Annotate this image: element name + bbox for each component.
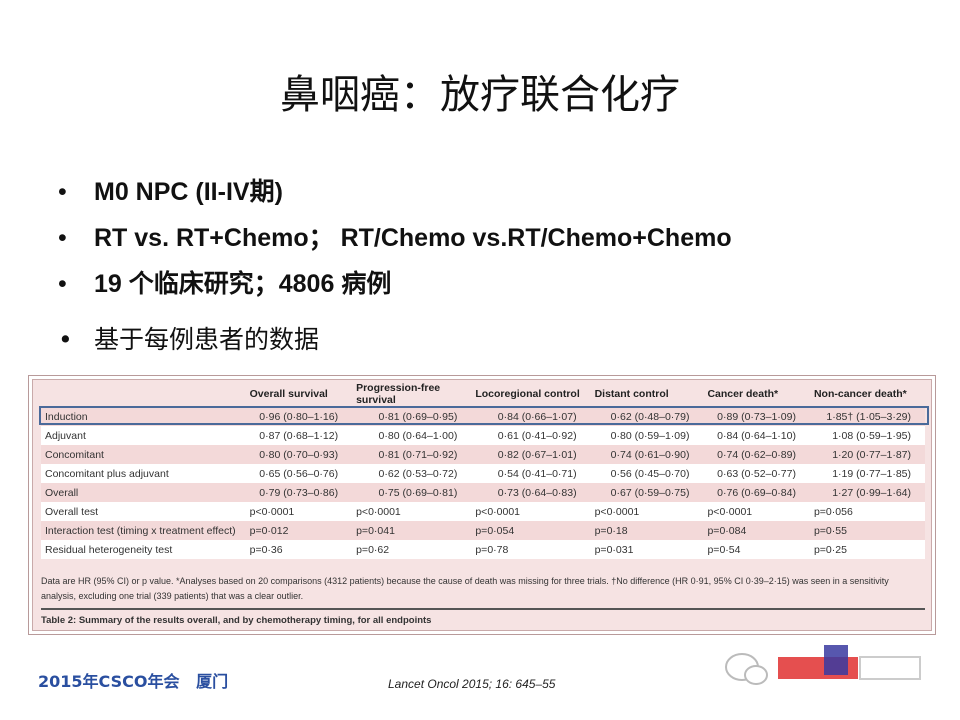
table-row: Residual heterogeneity test p=0·36 p=0·62 p… [41, 540, 925, 559]
row-label: Overall test [41, 502, 246, 521]
table-cell: 0·80 (0·70–0·93) [245, 445, 353, 464]
bullet-icon: • [58, 270, 67, 298]
table-cell: 0·61 (0·41–0·92) [471, 426, 591, 445]
bullet-icon: • [58, 325, 73, 354]
table-cell: 1·20 (0·77–1·87) [809, 445, 925, 464]
bullet-item: • RT vs. RT+Chemo； RT/Chemo vs.RT/Chemo+C… [58, 218, 732, 264]
bullet-item: • 19 个临床研究；4806 病例 [58, 264, 732, 310]
row-label: Concomitant plus adjuvant [41, 464, 246, 483]
results-table-figure: Overall survival Progression-free surviva… [28, 375, 936, 635]
bullet-text: M0 NPC (II-IV期) [94, 178, 283, 206]
table-cell: 1·19 (0·77–1·85) [809, 464, 925, 483]
table-cell: 0·87 (0·68–1·12) [245, 426, 353, 445]
row-label: Overall [41, 483, 246, 502]
table-cell: p=0·056 [809, 502, 925, 521]
bullet-text: RT vs. RT+Chemo； RT/Chemo vs.RT/Chemo+Ch… [94, 224, 732, 252]
table-cell: 0·74 (0·62–0·89) [703, 445, 810, 464]
table-cell: 0·56 (0·45–0·70) [590, 464, 704, 483]
bullet-icon: • [58, 224, 67, 252]
wechat-icon [725, 645, 921, 685]
table-cell: 1·08 (0·59–1·95) [809, 426, 925, 445]
table-cell: 0·67 (0·59–0·75) [590, 483, 704, 502]
column-header: Overall survival [245, 382, 353, 407]
bullet-text: 基于每例患者的数据 [94, 325, 320, 354]
column-header: Locoregional control [471, 382, 591, 407]
table-cell: p=0·62 [352, 540, 472, 559]
table-cell: p=0·054 [471, 521, 591, 540]
column-header: Distant control [590, 382, 704, 407]
table-row: Interaction test (timing x treatment eff… [41, 521, 925, 540]
column-header [41, 382, 246, 407]
row-label: Concomitant [41, 445, 246, 464]
row-label: Residual heterogeneity test [41, 540, 246, 559]
table-cell: p<0·0001 [703, 502, 810, 521]
table-cell: 0·76 (0·69–0·84) [703, 483, 810, 502]
table-cell: 1·85† (1·05–3·29) [809, 406, 925, 426]
table-cell: 0·74 (0·61–0·90) [590, 445, 704, 464]
watermark-logo [720, 645, 940, 695]
table-cell: 0·62 (0·48–0·79) [590, 406, 704, 426]
table-cell: p=0·25 [809, 540, 925, 559]
bullet-text: 19 个临床研究；4806 病例 [94, 270, 392, 298]
bullet-list: • M0 NPC (II-IV期) • RT vs. RT+Chemo； RT/Ch… [58, 172, 732, 362]
table-cell: p=0·031 [590, 540, 704, 559]
table-cell: 0·80 (0·59–1·09) [590, 426, 704, 445]
table-row: Overall 0·79 (0·73–0·86) 0·75 (0·69–0·81) 0… [41, 483, 925, 502]
row-label: Induction [41, 406, 246, 426]
table-row: Induction 0·96 (0·80–1·16) 0·81 (0·69–0·95… [41, 406, 925, 426]
table-cell: 0·84 (0·64–1·10) [703, 426, 810, 445]
bullet-item: • M0 NPC (II-IV期) [58, 172, 732, 218]
table-row: Concomitant 0·80 (0·70–0·93) 0·81 (0·71–0·… [41, 445, 925, 464]
table-cell: p<0·0001 [245, 502, 353, 521]
row-label: Interaction test (timing x treatment eff… [41, 521, 246, 540]
table-cell: p=0·084 [703, 521, 810, 540]
column-header: Cancer death* [703, 382, 810, 407]
table-cell: 0·65 (0·56–0·76) [245, 464, 353, 483]
table-cell: 0·62 (0·53–0·72) [352, 464, 472, 483]
results-table: Overall survival Progression-free surviva… [41, 382, 925, 559]
row-label: Adjuvant [41, 426, 246, 445]
table-cell: 0·84 (0·66–1·07) [471, 406, 591, 426]
table-cell: p=0·041 [352, 521, 472, 540]
table-cell: 0·96 (0·80–1·16) [245, 406, 353, 426]
table-row: Concomitant plus adjuvant 0·65 (0·56–0·76… [41, 464, 925, 483]
table-cell: 0·82 (0·67–1·01) [471, 445, 591, 464]
column-header: Non-cancer death* [809, 382, 925, 407]
table-cell: 0·73 (0·64–0·83) [471, 483, 591, 502]
table-cell: 0·75 (0·69–0·81) [352, 483, 472, 502]
table-caption: Table 2: Summary of the results overall,… [41, 608, 925, 626]
table-cell: 1·27 (0·99–1·64) [809, 483, 925, 502]
bullet-item: • 基于每例患者的数据 [58, 310, 732, 362]
table-cell: p<0·0001 [352, 502, 472, 521]
table-cell: p<0·0001 [590, 502, 704, 521]
citation: Lancet Oncol 2015; 16: 645–55 [388, 677, 556, 691]
table-cell: 0·79 (0·73–0·86) [245, 483, 353, 502]
table-row: Adjuvant 0·87 (0·68–1·12) 0·80 (0·64–1·00)… [41, 426, 925, 445]
table-cell: 0·81 (0·71–0·92) [352, 445, 472, 464]
bullet-icon: • [58, 178, 67, 206]
slide-title: 鼻咽癌：放疗联合化疗 [280, 72, 680, 118]
table-cell: p=0·54 [703, 540, 810, 559]
table-cell: 0·54 (0·41–0·71) [471, 464, 591, 483]
column-header: Progression-free survival [352, 382, 472, 407]
table-cell: p=0·012 [245, 521, 353, 540]
table-cell: 0·63 (0·52–0·77) [703, 464, 810, 483]
table-cell: p=0·36 [245, 540, 353, 559]
table-cell: p=0·78 [471, 540, 591, 559]
table-footnote: Data are HR (95% CI) or p value. *Analys… [41, 576, 889, 601]
table-cell: 0·80 (0·64–1·00) [352, 426, 472, 445]
table-cell: p=0·18 [590, 521, 704, 540]
table-row: Overall test p<0·0001 p<0·0001 p<0·0001 p<0·… [41, 502, 925, 521]
table-cell: 0·81 (0·69–0·95) [352, 406, 472, 426]
event-label: 2015年CSCO年会 厦门 [38, 672, 229, 691]
table-cell: 0·89 (0·73–1·09) [703, 406, 810, 426]
table-cell: p<0·0001 [471, 502, 591, 521]
table-cell: p=0·55 [809, 521, 925, 540]
